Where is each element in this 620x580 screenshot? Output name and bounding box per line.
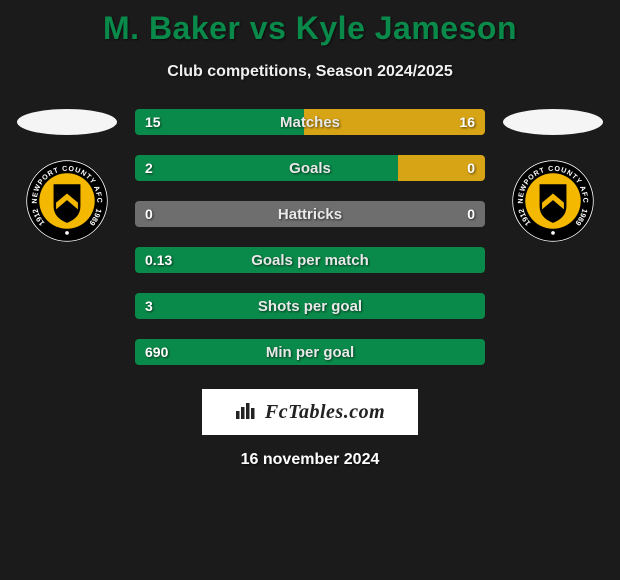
page-title: M. Baker vs Kyle Jameson bbox=[0, 0, 620, 47]
footer-date: 16 november 2024 bbox=[0, 451, 620, 469]
right-club-badge: NEWPORT COUNTY AFC 1912 1989 bbox=[511, 159, 595, 243]
stat-row: Matches1516 bbox=[135, 109, 485, 135]
stat-bar-left bbox=[135, 109, 304, 135]
brand-text: FcTables.com bbox=[265, 401, 385, 424]
subtitle: Club competitions, Season 2024/2025 bbox=[0, 63, 620, 81]
left-player-avatar-placeholder bbox=[17, 109, 117, 135]
stat-row: Shots per goal3 bbox=[135, 293, 485, 319]
left-player-column: NEWPORT COUNTY AFC 1912 1989 bbox=[17, 109, 117, 243]
left-club-badge: NEWPORT COUNTY AFC 1912 1989 bbox=[25, 159, 109, 243]
brand-logo: FcTables.com bbox=[202, 389, 418, 435]
stat-row: Hattricks00 bbox=[135, 201, 485, 227]
right-player-column: NEWPORT COUNTY AFC 1912 1989 bbox=[503, 109, 603, 243]
brand-chart-icon bbox=[235, 399, 257, 426]
stat-bar-left bbox=[135, 201, 310, 227]
stat-row: Goals per match0.13 bbox=[135, 247, 485, 273]
stat-bar-left bbox=[135, 247, 485, 273]
stat-bar-right bbox=[304, 109, 485, 135]
stats-bars: Matches1516 Goals20 Hattricks00 Goals per m… bbox=[135, 109, 485, 365]
stat-bar-left bbox=[135, 155, 398, 181]
stat-row: Goals20 bbox=[135, 155, 485, 181]
right-player-avatar-placeholder bbox=[503, 109, 603, 135]
stat-bar-left bbox=[135, 293, 485, 319]
comparison-layout: NEWPORT COUNTY AFC 1912 1989 Matches1516… bbox=[0, 109, 620, 365]
stat-bar-left bbox=[135, 339, 485, 365]
stat-bar-right bbox=[398, 155, 486, 181]
stat-bar-right bbox=[310, 201, 485, 227]
stat-row: Min per goal690 bbox=[135, 339, 485, 365]
